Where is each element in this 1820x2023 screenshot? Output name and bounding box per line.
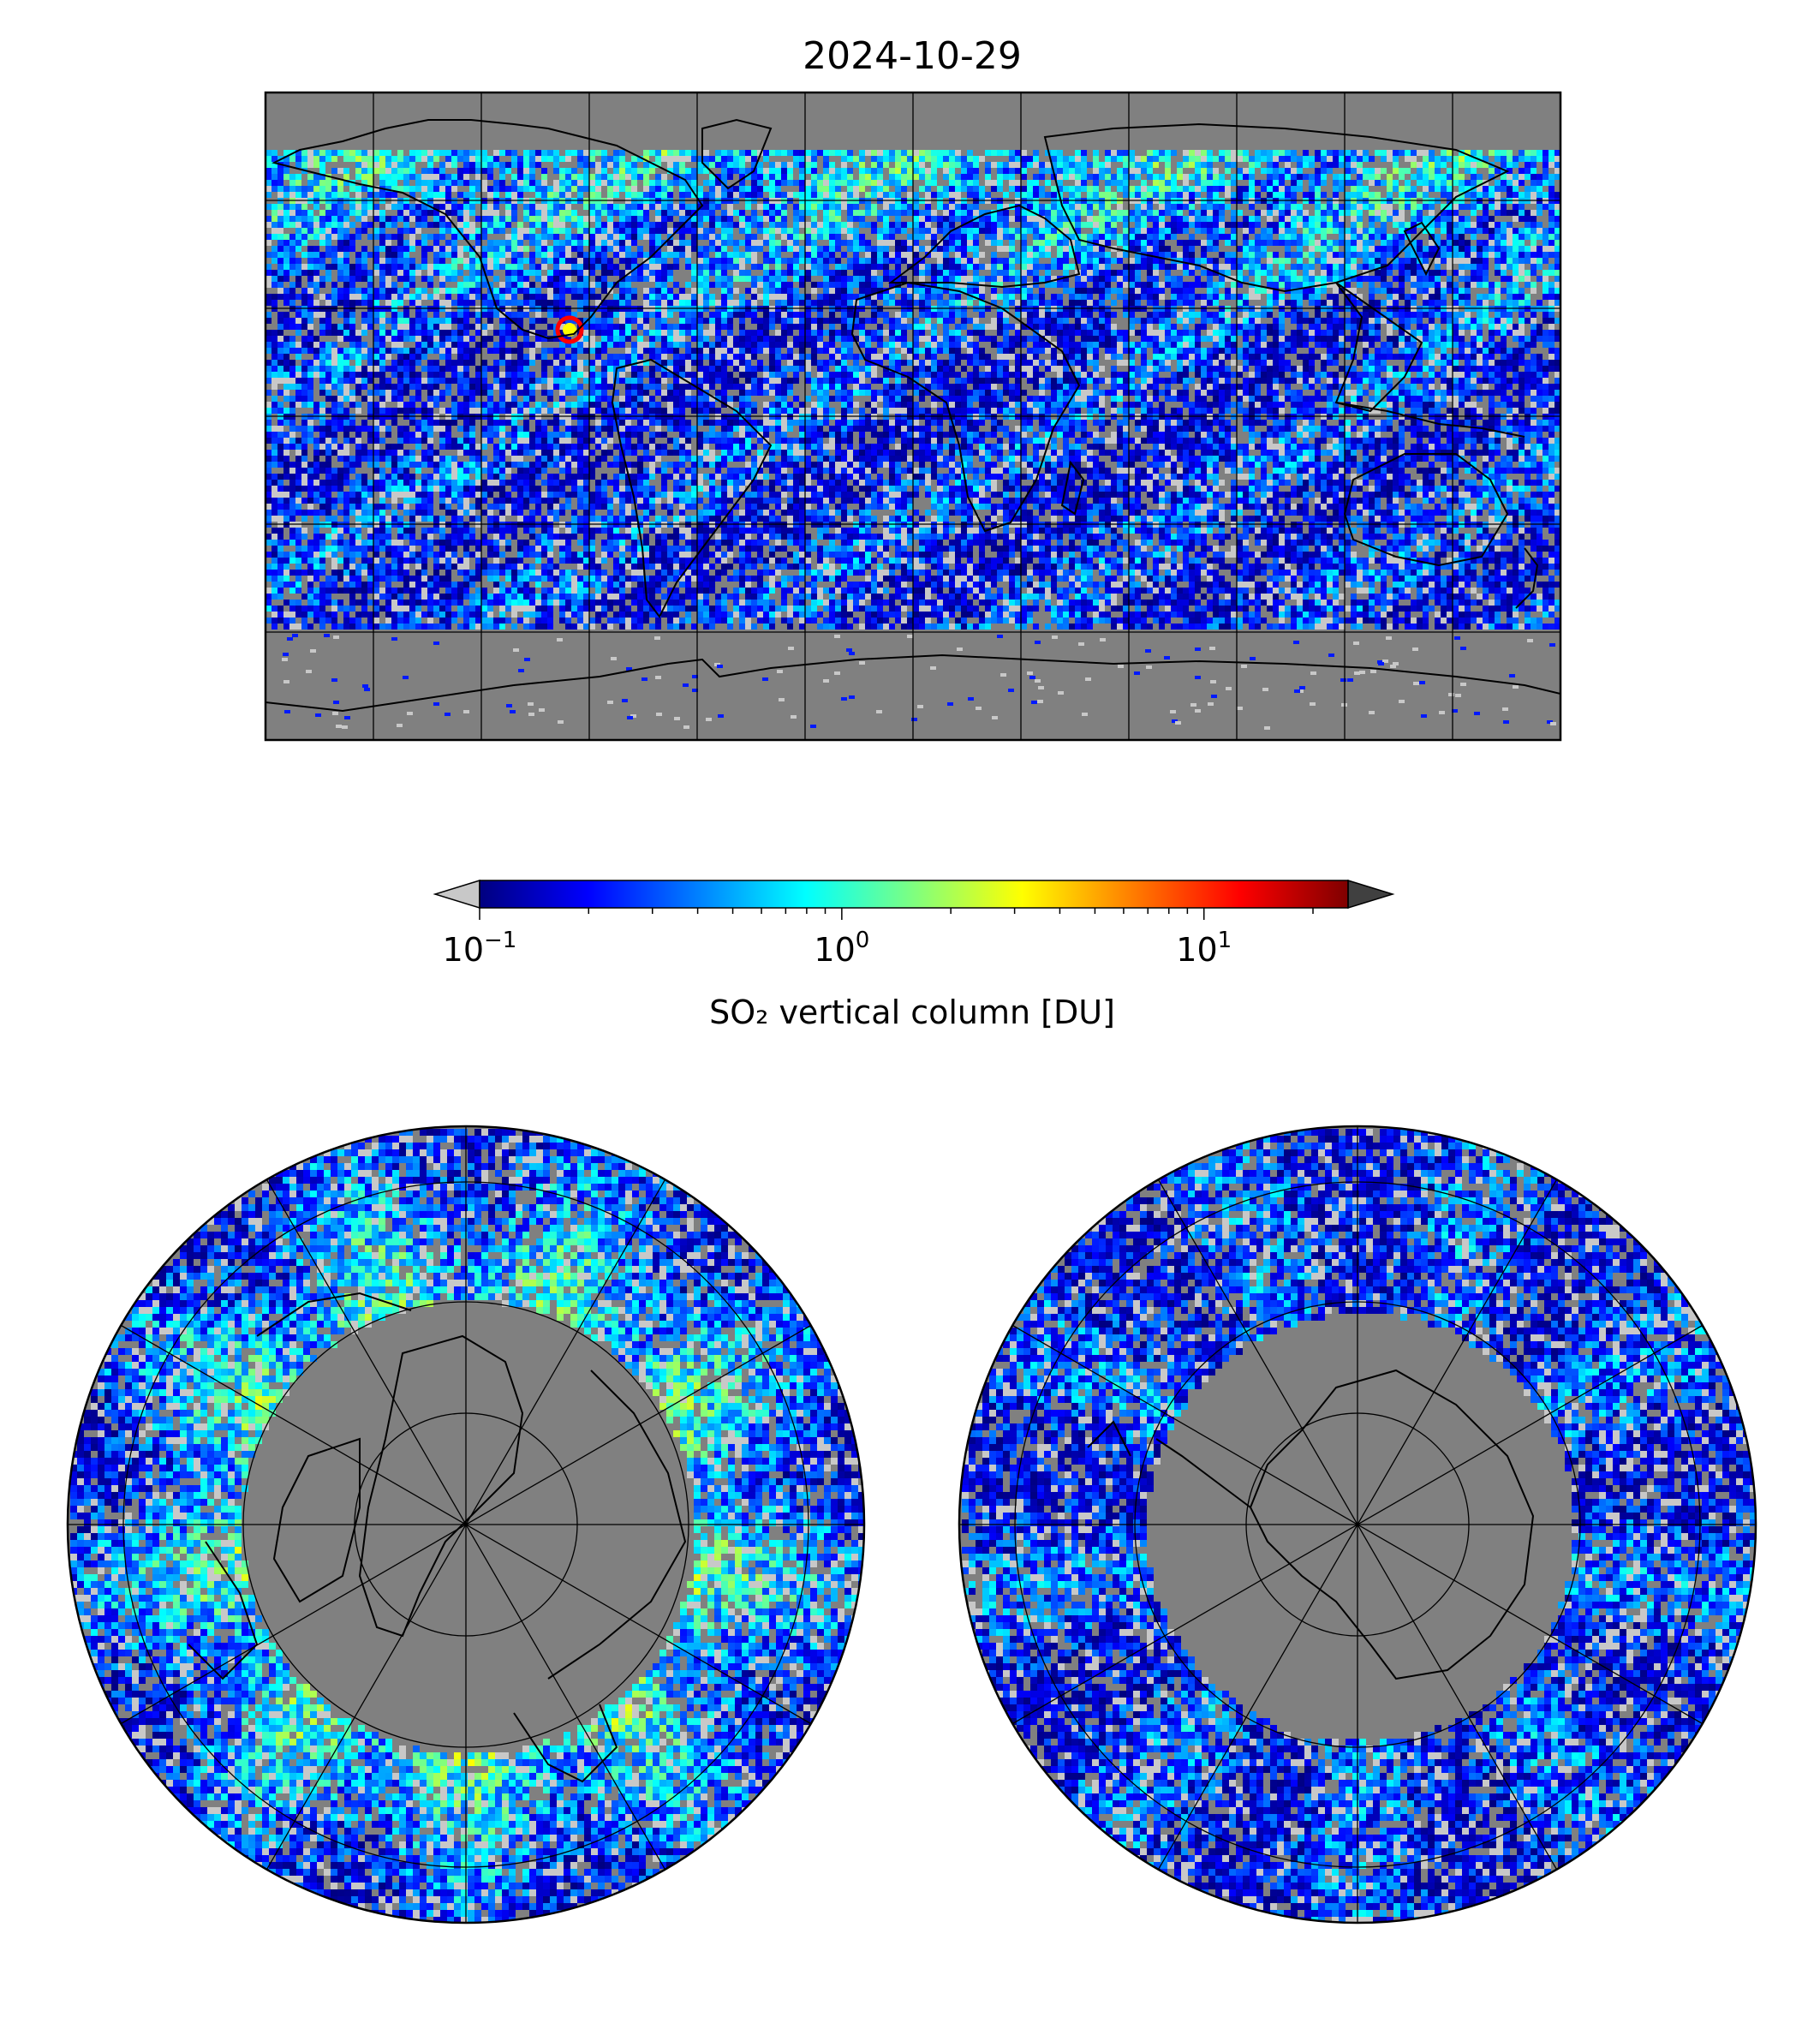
coast-south-america-tip	[1087, 1420, 1131, 1457]
south-data-pixels	[962, 1129, 1756, 1923]
coast-europe	[888, 204, 1081, 289]
coast-greenland	[701, 118, 773, 190]
coast-north-scandinavia	[513, 1704, 618, 1783]
south-coastlines	[1087, 1369, 1535, 1680]
south-map-frame	[958, 1125, 1757, 1925]
south-polar-map	[958, 1125, 1757, 1925]
south-gridlines	[959, 1126, 1756, 1923]
coast-south-antarctica	[1249, 1369, 1535, 1680]
north-polar-map	[66, 1125, 866, 1925]
colorbar: 10−1 100 101 SO₂ vertical column [DU]	[433, 879, 1395, 1031]
global-map	[264, 91, 1562, 742]
colorbar-over-extension	[1347, 879, 1395, 910]
coast-north-hudson	[188, 1541, 259, 1680]
coast-australia	[1343, 453, 1509, 567]
coast-south-peninsula	[1155, 1438, 1251, 1508]
colorbar-label: SO₂ vertical column [DU]	[709, 994, 1115, 1031]
coast-north-eurasia	[547, 1370, 687, 1680]
coast-new-zealand	[1515, 547, 1539, 609]
colorbar-tick-label: 101	[1176, 928, 1232, 969]
coast-madagascar	[1060, 460, 1085, 516]
colorbar-tick-label: 10−1	[443, 928, 517, 969]
coast-north-alaska	[256, 1292, 412, 1337]
coast-north-america	[272, 119, 704, 340]
north-map-frame	[66, 1125, 866, 1925]
colorbar-frame	[479, 880, 1349, 909]
coast-north-canada-arctic	[272, 1437, 361, 1603]
north-gridlines	[68, 1126, 864, 1923]
coast-indochina	[1334, 282, 1423, 413]
coast-asia	[1043, 122, 1510, 293]
global-gridlines	[266, 92, 1560, 740]
colorbar-tick-labels: 10−1 100 101	[443, 928, 1232, 969]
colorbar-ticks	[479, 908, 1314, 920]
plot-title: 2024-10-29	[803, 34, 1022, 78]
colorbar-gradient	[480, 880, 1348, 908]
coast-japan	[1403, 221, 1441, 277]
north-coastlines	[188, 1292, 687, 1783]
coast-north-greenland	[358, 1334, 524, 1638]
coast-antarctica	[266, 653, 1560, 713]
coast-africa	[850, 281, 1081, 533]
north-data-pixels	[70, 1129, 864, 1923]
coast-indonesia	[1335, 402, 1525, 438]
global-map-frame	[264, 91, 1562, 742]
colorbar-under-extension	[433, 879, 480, 910]
global-coastlines	[266, 118, 1560, 713]
colorbar-tick-label: 100	[814, 928, 869, 969]
coast-south-america	[611, 358, 773, 618]
global-data-pixels	[266, 150, 1560, 730]
